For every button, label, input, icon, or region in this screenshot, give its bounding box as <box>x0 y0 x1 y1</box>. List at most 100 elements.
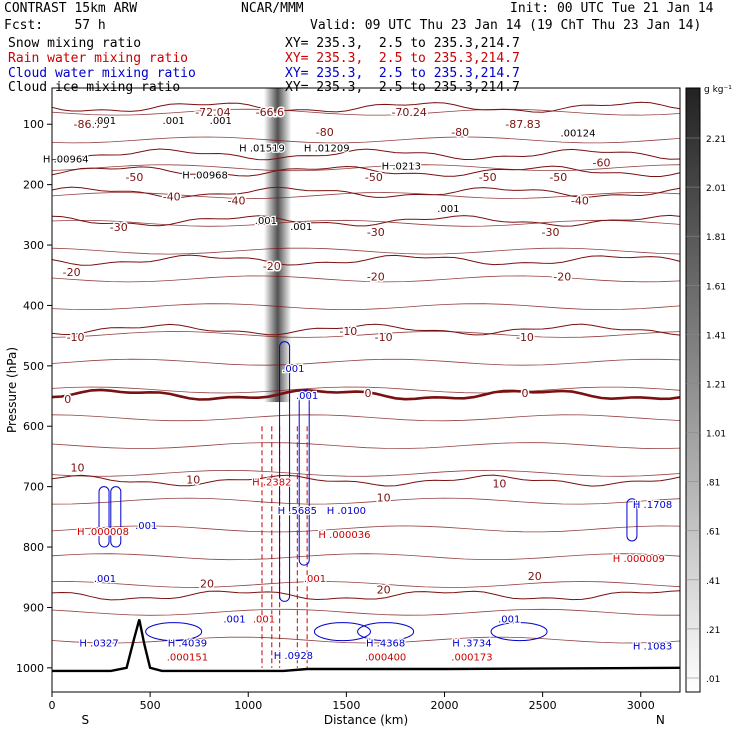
isotherm-line <box>51 136 681 144</box>
center-name: NCAR/MMM <box>241 1 304 16</box>
colorbar-tick-label: .01 <box>706 675 720 685</box>
isotherm-label: -40 <box>163 191 181 204</box>
extremum-label: .001 <box>437 204 459 215</box>
x-tick-label: 1500 <box>332 699 360 712</box>
isotherm-line <box>51 414 681 422</box>
x-axis-label: Distance (km) <box>324 713 408 727</box>
extremum-label: H .0928 <box>274 651 313 662</box>
y-tick-label: 200 <box>23 179 44 192</box>
cloud-water-contour <box>313 622 371 642</box>
isotherm-line <box>51 254 681 266</box>
isotherm-label: -70.24 <box>391 106 426 119</box>
y-tick-label: 700 <box>23 481 44 494</box>
isotherm-line <box>51 108 681 116</box>
end-label-right: N <box>656 713 665 727</box>
forecast-hour: Fcst: 57 h <box>4 18 106 33</box>
colorbar-tick-label: 1.81 <box>706 233 726 243</box>
extremum-label: .001 <box>255 216 277 227</box>
isotherm-label: -80 <box>451 126 469 139</box>
extremum-label: H .0213 <box>382 162 421 173</box>
init-time: Init: 00 UTC Tue 21 Jan 14 <box>510 1 714 16</box>
field-name-rain: Rain water mixing ratio <box>8 51 189 66</box>
colorbar-tick-label: .81 <box>706 479 720 489</box>
extremum-label: H .01209 <box>304 143 350 154</box>
extremum-label: H .00964 <box>43 154 89 165</box>
colorbar-tick-label: .21 <box>706 626 720 636</box>
extremum-label: .001 <box>94 574 116 585</box>
extremum-label: H .000008 <box>77 527 129 538</box>
isotherm-label: -40 <box>227 194 245 207</box>
isotherm-label: -20 <box>553 270 571 283</box>
y-tick-label: 900 <box>23 601 44 614</box>
isotherm-line <box>51 608 680 616</box>
y-tick-label: 600 <box>23 420 44 433</box>
extremum-label: H .0327 <box>79 639 118 650</box>
colorbar-tick-label: 1.61 <box>706 282 726 292</box>
isotherm-line <box>51 303 681 311</box>
colorbar-tick-label: .61 <box>706 528 720 538</box>
isotherm-line <box>51 323 681 336</box>
field-name-snow: Snow mixing ratio <box>8 36 142 51</box>
colorbar-tick-label: 1.41 <box>706 331 726 341</box>
isotherm-label: -30 <box>110 221 128 234</box>
extremum-label: .001 <box>135 521 157 532</box>
snow-shading <box>263 88 292 403</box>
isotherm-label: 20 <box>528 570 542 583</box>
isotherm-line <box>51 388 681 401</box>
extremum-label: H .000009 <box>613 554 665 565</box>
x-tick-label: 2000 <box>431 699 459 712</box>
isotherm-label: -50 <box>365 171 383 184</box>
x-tick-label: 2500 <box>529 699 557 712</box>
isotherm-line <box>51 636 681 644</box>
isotherm-line <box>51 469 681 477</box>
isotherm-label: 20 <box>200 577 214 590</box>
cloud-water-contour <box>279 341 291 602</box>
isotherm-label: 10 <box>377 492 391 505</box>
y-tick-label: 500 <box>23 360 44 373</box>
isotherm-label: -20 <box>367 270 385 283</box>
extremum-label: H .2382 <box>252 477 291 488</box>
isotherm-line <box>51 247 681 255</box>
isotherm-line <box>51 214 681 227</box>
cloud-water-contour <box>490 622 548 642</box>
isotherm-label: -50 <box>479 171 497 184</box>
extremum-label: .000151 <box>167 653 208 664</box>
extremum-label: .000173 <box>451 653 492 664</box>
y-tick-label: 1000 <box>16 662 44 675</box>
isotherm-line <box>51 497 681 505</box>
isotherm-label: 0 <box>521 387 528 400</box>
isotherm-line <box>51 275 681 283</box>
isotherm-label: -30 <box>541 226 559 239</box>
colorbar-tick-label: 1.01 <box>706 430 726 440</box>
extremum-label: .000400 <box>365 653 406 664</box>
terrain-line <box>52 619 681 673</box>
extremum-label: H .3734 <box>452 639 491 650</box>
y-axis-label: Pressure (hPa) <box>5 347 19 433</box>
extremum-label: .001 <box>296 391 318 402</box>
cloud-water-contour <box>98 486 110 548</box>
isotherm-line <box>51 101 681 113</box>
x-tick-label: 3000 <box>627 699 655 712</box>
extremum-label: .001 <box>498 615 520 626</box>
model-title: CONTRAST 15km ARW <box>4 1 138 16</box>
isotherm-label: -10 <box>67 331 85 344</box>
extremum-label: H .1708 <box>633 500 672 511</box>
isotherm-line <box>51 331 681 338</box>
colorbar-tick-label: 2.21 <box>706 135 726 145</box>
extremum-label: .00124 <box>560 128 595 139</box>
colorbar-tick-label: 2.01 <box>706 184 726 194</box>
extremum-label: H .01519 <box>239 143 285 154</box>
isotherm-line <box>51 525 681 533</box>
isotherm-label: -10 <box>339 325 357 338</box>
isotherm-line <box>51 442 681 450</box>
colorbar-tick-label: .41 <box>706 577 720 587</box>
extremum-label: .001 <box>304 574 326 585</box>
isotherm-label: 0 <box>64 393 71 406</box>
isotherm-label: 20 <box>377 583 391 596</box>
extremum-label: .001 <box>94 116 116 127</box>
x-tick-label: 0 <box>49 699 56 712</box>
cloud-water-contour <box>298 389 310 566</box>
isotherm-line <box>51 358 681 366</box>
isotherm-label: -66.6 <box>256 106 284 119</box>
cloud-water-contour <box>357 622 415 642</box>
